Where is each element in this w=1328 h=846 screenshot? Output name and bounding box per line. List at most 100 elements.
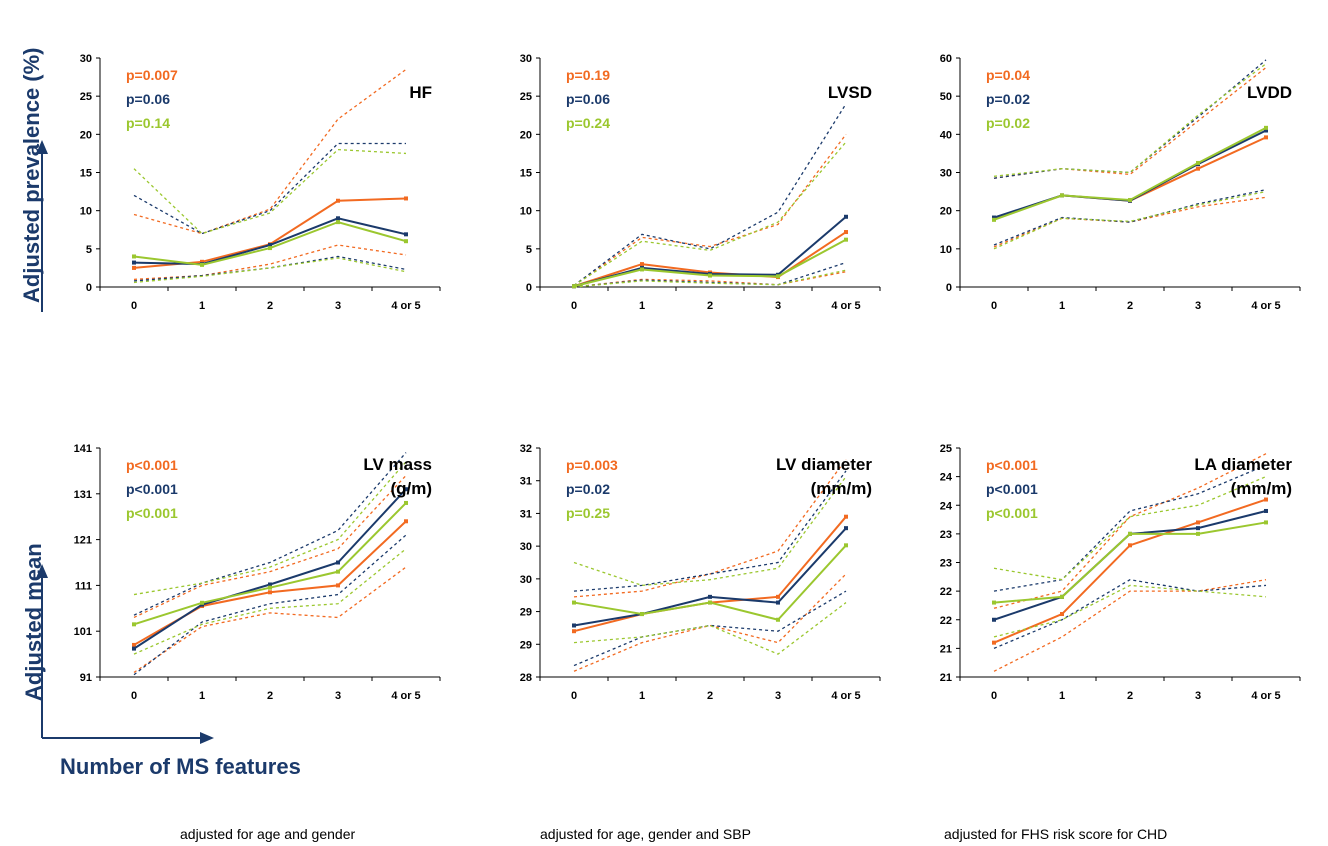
x-tick-label: 1 xyxy=(199,690,205,702)
chart-lvdd: 0 10 20 30 40 50 60 0 1 2 3 4 or 5 p=0.04 p=0.02 p=0.0… xyxy=(940,53,1301,312)
y-axis-label-mean: Adjusted mean xyxy=(21,543,46,701)
chart-title-unit: (mm/m) xyxy=(811,479,872,498)
y-tick-label: 10 xyxy=(520,206,532,218)
series-green-point xyxy=(1060,193,1064,198)
series-green-point xyxy=(1128,531,1132,536)
y-tick-label: 111 xyxy=(75,580,92,592)
chart-title: LVSD xyxy=(828,83,872,102)
series-orange-point xyxy=(844,230,848,235)
x-tick-label: 1 xyxy=(639,300,645,312)
series-navy-lower-ci xyxy=(133,534,407,676)
y-tick-label: 121 xyxy=(74,535,92,547)
chart-panel-lvsd: 0 5 10 15 20 25 30 0 1 2 3 4 or 5 p=0.19 p=0.06 p=0.24… xyxy=(500,40,940,340)
p-value-label: p<0.001 xyxy=(126,457,178,473)
series-orange-point xyxy=(268,590,272,595)
series-navy-point xyxy=(404,487,408,492)
y-tick-label: 5 xyxy=(526,244,532,256)
series-green-line xyxy=(133,502,407,626)
series-orange-point xyxy=(336,583,340,588)
series-navy-point xyxy=(708,594,712,599)
x-tick-label: 3 xyxy=(1195,690,1201,702)
p-value-label: p=0.24 xyxy=(566,115,610,131)
p-value-label: p<0.001 xyxy=(126,505,178,521)
series-navy-point xyxy=(844,526,848,531)
series-green-upper-ci xyxy=(993,63,1267,177)
p-value-label: p<0.001 xyxy=(986,457,1038,473)
y-tick-label: 141 xyxy=(74,443,92,455)
series-navy-upper-ci xyxy=(133,142,406,235)
series-navy-upper-ci xyxy=(133,452,407,616)
series-orange-point xyxy=(1196,166,1200,171)
p-value-label: p<0.001 xyxy=(986,505,1038,521)
y-tick-label: 30 xyxy=(940,168,952,180)
series-green-line xyxy=(573,544,847,621)
y-tick-label: 24 xyxy=(940,500,953,512)
chart-title-unit: (g/m) xyxy=(390,479,432,498)
series-green-point xyxy=(1196,160,1200,165)
series-green-upper-ci xyxy=(573,476,847,587)
x-tick-label: 1 xyxy=(199,300,205,312)
y-tick-label: 60 xyxy=(940,53,952,65)
footnote-2: adjusted for age, gender and SBP xyxy=(540,826,751,842)
y-tick-label: 22 xyxy=(940,615,952,627)
series-navy-lower-ci xyxy=(573,590,847,667)
p-value-label: p=0.02 xyxy=(986,91,1030,107)
series-green-point xyxy=(708,600,712,605)
series-orange-point xyxy=(1264,135,1268,140)
p-value-label: p=0.19 xyxy=(566,67,610,83)
series-green-point xyxy=(132,622,136,627)
x-tick-label: 4 or 5 xyxy=(1251,690,1280,702)
p-value-label: p<0.001 xyxy=(126,481,178,497)
x-tick-label: 0 xyxy=(571,300,577,312)
series-green-point xyxy=(200,600,204,605)
x-tick-label: 0 xyxy=(131,300,137,312)
series-navy-point xyxy=(268,243,272,248)
x-tick-label: 4 or 5 xyxy=(831,690,860,702)
series-green-point xyxy=(268,246,272,251)
series-green-lower-ci xyxy=(993,584,1267,638)
x-arrow-head xyxy=(200,732,214,744)
series-orange-point xyxy=(1264,497,1268,502)
series-green-point xyxy=(708,273,712,278)
series-orange-upper-ci xyxy=(573,459,847,598)
series-orange-point xyxy=(200,259,204,264)
y-tick-label: 25 xyxy=(520,91,532,103)
y-tick-label: 131 xyxy=(74,489,92,501)
series-orange-point xyxy=(572,629,576,634)
series-navy-lower-ci xyxy=(993,578,1267,649)
y-tick-label: 25 xyxy=(80,91,92,103)
series-green-point xyxy=(572,284,576,289)
y-tick-label: 30 xyxy=(520,541,532,553)
footnote-3: adjusted for FHS risk score for CHD xyxy=(944,826,1168,842)
y-tick-label: 30 xyxy=(80,53,92,65)
series-green-upper-ci xyxy=(133,461,407,596)
x-tick-label: 4 or 5 xyxy=(1251,300,1280,312)
y-tick-label: 30 xyxy=(520,574,532,586)
series-navy-point xyxy=(1264,128,1268,133)
series-navy-point xyxy=(132,260,136,265)
chart-panel-lvdd: 0 10 20 30 40 50 60 0 1 2 3 4 or 5 p=0.04 p=0.02 p=0.0… xyxy=(920,40,1328,340)
series-orange-point xyxy=(992,640,996,645)
chart-title: HF xyxy=(409,83,432,102)
p-value-label: p=0.04 xyxy=(986,67,1030,83)
series-navy-point xyxy=(132,646,136,651)
series-orange-point xyxy=(776,594,780,599)
y-tick-label: 50 xyxy=(940,91,952,103)
x-tick-label: 3 xyxy=(335,300,341,312)
series-orange-upper-ci xyxy=(133,475,407,619)
p-value-label: p=0.06 xyxy=(566,91,610,107)
x-tick-label: 3 xyxy=(775,300,781,312)
series-green-point xyxy=(1128,197,1132,202)
series-green-point xyxy=(992,217,996,222)
series-green-upper-ci xyxy=(573,141,847,287)
series-green-point xyxy=(1196,531,1200,536)
series-orange-point xyxy=(1196,520,1200,525)
y-tick-label: 28 xyxy=(520,672,532,684)
series-green-point xyxy=(268,585,272,590)
series-green-point xyxy=(1264,125,1268,130)
x-tick-label: 0 xyxy=(991,690,997,702)
series-green-point xyxy=(336,220,340,225)
y-tick-label: 10 xyxy=(940,244,952,256)
y-tick-label: 30 xyxy=(520,53,532,65)
series-green-point xyxy=(200,262,204,267)
